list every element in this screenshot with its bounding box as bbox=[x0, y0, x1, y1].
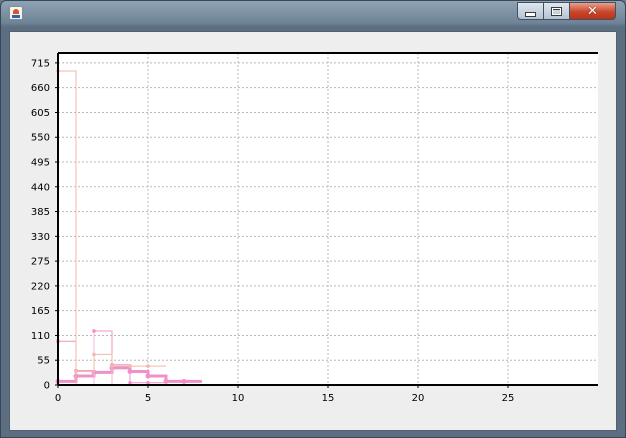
java-app-icon[interactable] bbox=[9, 6, 23, 20]
y-tick-label: 385 bbox=[31, 207, 50, 218]
close-icon: ✕ bbox=[587, 3, 598, 19]
y-tick-label: 0 bbox=[44, 381, 50, 392]
title-bar[interactable]: ✕ bbox=[1, 1, 625, 25]
chart[interactable]: 0 55 110 165 220 275 330 385 440 495 550 605 660 715 0… bbox=[10, 32, 616, 430]
data-point bbox=[146, 380, 150, 385]
y-tick-label: 660 bbox=[31, 83, 50, 94]
maximize-icon bbox=[551, 6, 562, 16]
y-tick-label: 715 bbox=[31, 58, 50, 69]
minimize-button[interactable] bbox=[517, 2, 544, 20]
x-tick-label: 10 bbox=[232, 393, 245, 404]
y-tick-label: 275 bbox=[31, 257, 50, 268]
data-point bbox=[92, 352, 96, 357]
data-point bbox=[110, 364, 114, 368]
y-tick-label: 330 bbox=[31, 232, 50, 243]
y-tick-label: 220 bbox=[31, 281, 50, 292]
close-button[interactable]: ✕ bbox=[569, 2, 616, 20]
maximize-button[interactable] bbox=[543, 2, 570, 20]
data-point bbox=[181, 378, 187, 384]
y-tick-label: 495 bbox=[31, 158, 50, 169]
data-point bbox=[92, 329, 96, 333]
x-tick-label: 0 bbox=[55, 393, 61, 404]
y-tick-label: 550 bbox=[31, 133, 50, 144]
y-tick-label: 110 bbox=[31, 331, 50, 342]
x-tick-label: 5 bbox=[145, 393, 151, 404]
y-tick-label: 605 bbox=[31, 108, 50, 119]
x-tick-label: 25 bbox=[502, 393, 515, 404]
data-point bbox=[128, 364, 132, 368]
x-tick-label: 15 bbox=[322, 393, 335, 404]
data-point bbox=[146, 364, 150, 368]
minimize-icon bbox=[525, 11, 536, 17]
data-point bbox=[145, 373, 151, 379]
data-point bbox=[128, 380, 132, 385]
data-point bbox=[74, 369, 78, 374]
x-tick-label: 20 bbox=[412, 393, 425, 404]
y-tick-label: 55 bbox=[37, 356, 50, 367]
y-tick-label: 165 bbox=[31, 306, 50, 317]
chart-panel: 0 55 110 165 220 275 330 385 440 495 550 605 660 715 0… bbox=[9, 31, 617, 431]
y-tick-label: 440 bbox=[31, 182, 50, 193]
